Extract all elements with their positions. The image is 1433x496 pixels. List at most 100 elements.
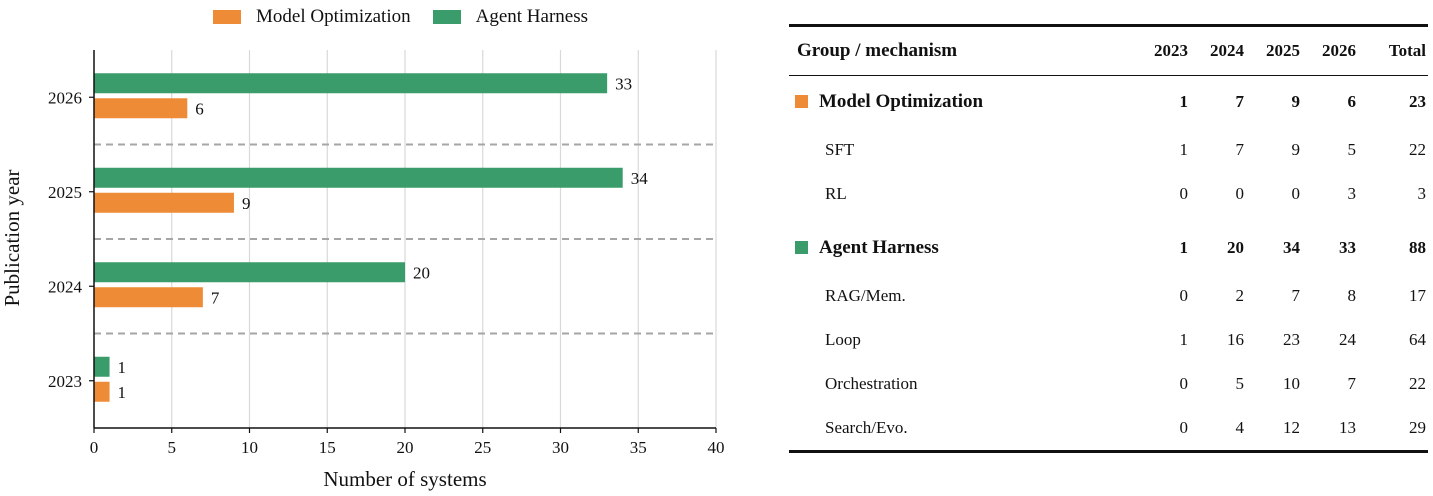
header-2024: 2024 xyxy=(1188,25,1244,76)
bar-agent-harness-2023 xyxy=(94,356,110,377)
table-cell: 0 xyxy=(1179,286,1189,305)
header-2025: 2025 xyxy=(1244,25,1300,76)
bar-value-label: 6 xyxy=(195,99,204,118)
table-row: Orchestration 0 5 10 7 22 xyxy=(789,362,1428,406)
header-2026: 2026 xyxy=(1300,25,1356,76)
group-name: Agent Harness xyxy=(819,237,939,258)
table-cell-total: 22 xyxy=(1409,374,1426,393)
table-cell: 8 xyxy=(1347,286,1357,305)
legend-swatch-model-optimization xyxy=(213,10,241,24)
x-tick-label: 20 xyxy=(397,438,414,457)
y-tick-label: 2025 xyxy=(48,183,82,202)
row-label: Search/Evo. xyxy=(789,406,1130,453)
table-cell-total: 23 xyxy=(1409,92,1426,111)
table-cell: 1 xyxy=(1179,330,1189,349)
legend-swatch-agent-harness xyxy=(432,10,461,24)
table-cell: 20 xyxy=(1227,238,1244,257)
table-cell: 4 xyxy=(1188,406,1244,453)
x-tick-label: 0 xyxy=(90,438,99,457)
chart-legend: Model Optimization Agent Harness xyxy=(213,6,610,28)
table-cell-total: 22 xyxy=(1409,140,1426,159)
table-cell: 1 xyxy=(1179,238,1189,257)
table-row: Loop 1 16 23 24 64 xyxy=(789,318,1428,362)
y-tick-label: 2026 xyxy=(48,88,82,107)
legend-label-model-optimization: Model Optimization xyxy=(256,6,411,27)
row-label: Orchestration xyxy=(825,374,918,393)
y-tick-label: 2024 xyxy=(48,277,83,296)
table-group-row: Model Optimization 1 7 9 6 23 xyxy=(789,76,1428,129)
table-cell-total: 88 xyxy=(1409,238,1426,257)
bar-value-label: 1 xyxy=(118,358,127,377)
bar-value-label: 34 xyxy=(631,169,649,188)
group-swatch-agent-harness xyxy=(795,241,808,254)
table-cell: 23 xyxy=(1283,330,1300,349)
table-cell: 7 xyxy=(1235,92,1245,111)
group-label: Agent Harness xyxy=(789,222,1130,274)
table-cell: 7 xyxy=(1347,374,1357,393)
table-header-row: Group / mechanism 2023 2024 2025 2026 To… xyxy=(789,25,1428,76)
row-label: SFT xyxy=(825,140,855,159)
table-cell-total: 3 xyxy=(1417,184,1427,203)
row-label: RL xyxy=(825,184,847,203)
table-cell: 1 xyxy=(1179,92,1189,111)
table-cell: 16 xyxy=(1227,330,1244,349)
table-row: RAG/Mem. 0 2 7 8 17 xyxy=(789,274,1428,318)
table-row: Search/Evo. 0 4 12 13 29 xyxy=(789,406,1428,453)
table-cell: 5 xyxy=(1347,140,1357,159)
bar-agent-harness-2024 xyxy=(94,262,405,283)
year-separators xyxy=(94,143,716,335)
table-cell-total: 17 xyxy=(1409,286,1426,305)
table-cell: 9 xyxy=(1291,140,1301,159)
table-cell-total: 29 xyxy=(1356,406,1428,453)
x-tick-label: 35 xyxy=(630,438,647,457)
table-row: RL 0 0 0 3 3 xyxy=(789,172,1428,216)
bar-value-label: 33 xyxy=(615,74,632,93)
table-cell-total: 64 xyxy=(1409,330,1426,349)
bar-value-label: 20 xyxy=(413,263,430,282)
x-tick-label: 5 xyxy=(168,438,177,457)
table-group-row: Agent Harness 1 20 34 33 88 xyxy=(789,222,1428,274)
y-axis-label: Publication year xyxy=(0,169,24,306)
table-cell: 34 xyxy=(1283,238,1300,257)
x-tick-label: 10 xyxy=(241,438,258,457)
bar-value-label: 7 xyxy=(211,288,220,307)
bars: 1 1 7 20 9 34 6 33 xyxy=(94,73,648,402)
table-cell: 13 xyxy=(1300,406,1356,453)
table-cell: 2 xyxy=(1235,286,1245,305)
table-cell: 0 xyxy=(1291,184,1301,203)
row-label: RAG/Mem. xyxy=(825,286,906,305)
table-cell: 1 xyxy=(1179,140,1189,159)
table-cell: 0 xyxy=(1235,184,1245,203)
x-tick-label: 25 xyxy=(474,438,491,457)
legend-label-agent-harness: Agent Harness xyxy=(475,6,589,27)
table-cell: 33 xyxy=(1339,238,1356,257)
bar-model-optimization-2024 xyxy=(94,287,203,308)
group-name: Model Optimization xyxy=(819,91,984,112)
x-tick-label: 30 xyxy=(552,438,569,457)
header-total: Total xyxy=(1356,25,1428,76)
legend-item-model-optimization: Model Optimization xyxy=(213,6,411,28)
table-cell: 24 xyxy=(1339,330,1356,349)
table-row: SFT 1 7 9 5 22 xyxy=(789,128,1428,172)
table-cell: 5 xyxy=(1235,374,1245,393)
table-cell: 10 xyxy=(1283,374,1300,393)
table-cell: 9 xyxy=(1291,92,1301,111)
y-tick-label: 2023 xyxy=(48,372,82,391)
table-cell: 12 xyxy=(1244,406,1300,453)
bar-value-label: 9 xyxy=(242,194,251,213)
group-label: Model Optimization xyxy=(789,76,1130,129)
summary-table: Group / mechanism 2023 2024 2025 2026 To… xyxy=(789,24,1428,453)
x-axis-label: Number of systems xyxy=(323,467,486,491)
legend-item-agent-harness: Agent Harness xyxy=(432,6,589,28)
x-tick-label: 40 xyxy=(708,438,725,457)
bar-agent-harness-2025 xyxy=(94,167,623,188)
table-cell: 0 xyxy=(1179,184,1189,203)
header-group-mechanism: Group / mechanism xyxy=(789,25,1130,76)
row-label: Loop xyxy=(825,330,861,349)
bar-agent-harness-2026 xyxy=(94,73,608,94)
table-cell: 6 xyxy=(1347,92,1357,111)
table-cell: 7 xyxy=(1235,140,1245,159)
bar-model-optimization-2023 xyxy=(94,381,110,402)
